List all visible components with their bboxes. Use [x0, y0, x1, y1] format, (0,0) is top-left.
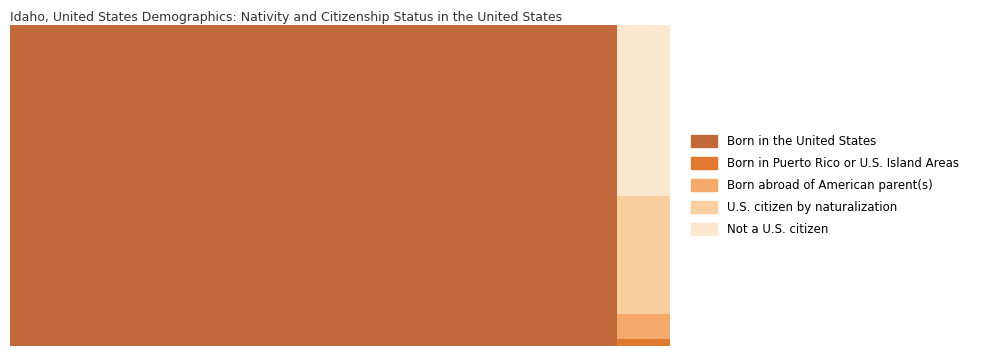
Bar [617, 25, 670, 196]
Bar [617, 196, 670, 314]
Bar [617, 339, 670, 346]
Bar [617, 314, 670, 339]
Text: Idaho, United States Demographics: Nativity and Citizenship Status in the United: Idaho, United States Demographics: Nativ… [10, 11, 562, 24]
Legend: Born in the United States, Born in Puerto Rico or U.S. Island Areas, Born abroad: Born in the United States, Born in Puert… [691, 135, 958, 236]
